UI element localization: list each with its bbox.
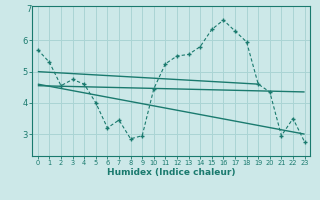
X-axis label: Humidex (Indice chaleur): Humidex (Indice chaleur) bbox=[107, 168, 236, 177]
Text: 7: 7 bbox=[27, 5, 32, 14]
